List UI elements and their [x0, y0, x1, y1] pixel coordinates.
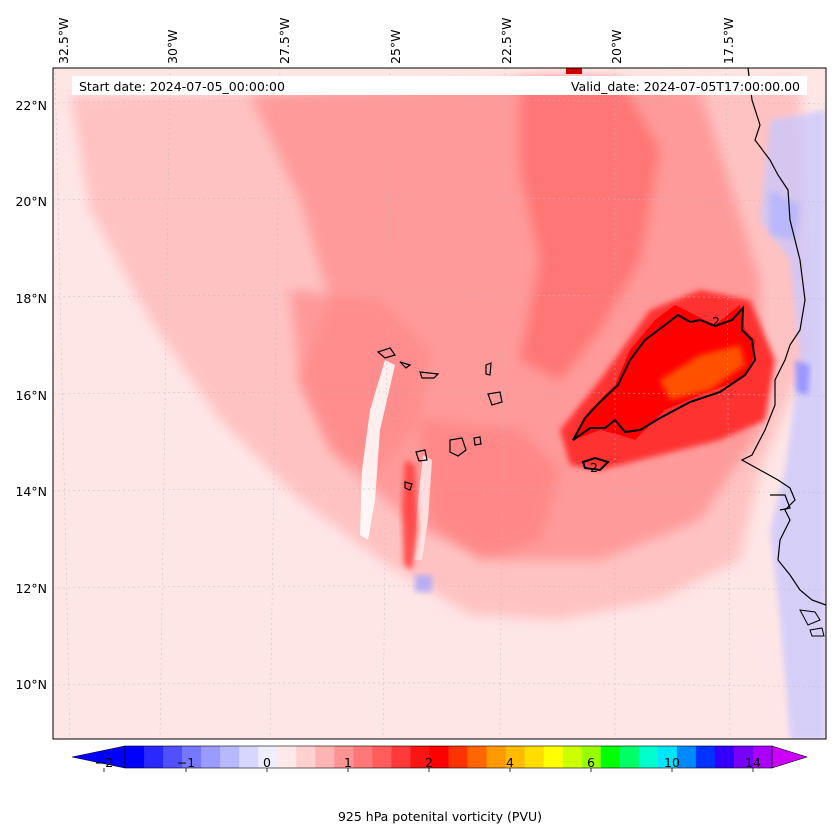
lee-wake-2 [414, 455, 432, 560]
lon-label: 25°W [388, 29, 403, 64]
pv-diagonal-band [520, 80, 660, 380]
negative-pv-coast [760, 110, 826, 739]
colorbar-swatch [239, 746, 259, 768]
colorbar-swatch [277, 746, 297, 768]
pv-core-hot [660, 345, 745, 400]
colorbar-swatch [562, 746, 583, 768]
colorbar-swatch [258, 746, 278, 768]
map-border [52, 67, 827, 740]
colorbar-swatch [125, 746, 145, 768]
colorbar-tick-label: −2 [95, 755, 113, 770]
graticule [53, 68, 826, 739]
negative-pv-north [770, 190, 800, 240]
colorbar-tick-label: 6 [587, 755, 595, 770]
colorbar-swatch [353, 746, 373, 768]
lat-label: 20°N [15, 194, 47, 209]
colorbar-swatch [391, 746, 411, 768]
lat-label: 12°N [15, 581, 47, 596]
colorbar-tick-label: 14 [745, 755, 761, 770]
contour-label: 2 [712, 314, 720, 329]
lon-label: 17.5°W [721, 18, 736, 64]
colorbar-tick-label: 0 [263, 755, 271, 770]
colorbar-swatch [144, 746, 164, 768]
lon-label: 20°W [609, 29, 624, 64]
colorbar-swatch [201, 746, 221, 768]
colorbar-tick-label: 1 [344, 755, 352, 770]
colorbar-swatch [676, 746, 697, 768]
colorbar-swatch [657, 746, 678, 768]
colorbar-swatch [714, 746, 735, 768]
cape-verde-islands [376, 347, 503, 491]
colorbar-swatch [296, 746, 316, 768]
date-info-box [72, 76, 807, 95]
colorbar-tick-label: 2 [425, 755, 433, 770]
longitude-labels: 32.5°W 30°W 27.5°W 25°W 22.5°W 20°W 17.5… [56, 18, 736, 64]
lat-label: 14°N [15, 484, 47, 499]
colorbar-swatch [524, 746, 545, 768]
colorbar-swatch [733, 746, 754, 768]
colorbar-swatch [543, 746, 564, 768]
lon-label: 22.5°W [499, 18, 514, 64]
lat-label: 18°N [15, 291, 47, 306]
negative-pv-south [415, 575, 432, 592]
colorbar-swatch [695, 746, 716, 768]
lee-wake-1 [360, 360, 395, 540]
colorbar-swatch [581, 746, 602, 768]
colorbar-over-arrow [771, 745, 809, 769]
colorbar-swatch [372, 746, 392, 768]
contour-2-outline [572, 305, 757, 441]
colorbar-swatch [220, 746, 240, 768]
lat-label: 16°N [15, 388, 47, 403]
lon-label: 32.5°W [56, 18, 71, 64]
colorbar-swatch [410, 746, 430, 768]
contour-label: 2 [590, 460, 598, 475]
lee-wake-red [402, 460, 418, 570]
africa-coastline [740, 68, 826, 606]
colorbar-tick-label: −1 [177, 755, 195, 770]
colorbar-border [124, 745, 773, 769]
colorbar-swatch [505, 746, 526, 768]
colorbar-swatch [638, 746, 659, 768]
start-date-label: Start date: 2024-07-05_00:00:00 [79, 79, 285, 94]
colorbar-swatch [163, 746, 183, 768]
colorbar-swatch [334, 746, 354, 768]
colorbar-swatch [467, 746, 488, 768]
colorbar-swatch [752, 746, 773, 768]
colorbar-swatch [429, 746, 449, 768]
colorbar-tick-labels: −2 −1 0 1 2 4 6 10 14 [95, 755, 761, 770]
lon-label: 30°W [165, 29, 180, 64]
map-panel: 2 2 [53, 68, 826, 739]
colorbar-swatch [448, 746, 469, 768]
colorbar-swatch [315, 746, 335, 768]
negative-pv-mid [795, 360, 810, 395]
valid-date-label: Valid_date: 2024-07-05T17:00:00.00 [571, 79, 800, 94]
colorbar-tick-label: 10 [664, 755, 680, 770]
pv-core [573, 305, 755, 440]
colorbar-title: 925 hPa potenital vorticity (PVU) [338, 809, 542, 824]
edge-feature [566, 68, 582, 74]
contour-2-small [581, 456, 610, 472]
pv-western-band [290, 290, 430, 470]
lat-label: 10°N [15, 677, 47, 692]
colorbar-swatch [619, 746, 640, 768]
lon-label: 27.5°W [277, 18, 292, 64]
colorbar-swatch [600, 746, 621, 768]
gambia-coast [770, 494, 791, 511]
guinea-islands [799, 609, 825, 637]
colorbar-swatch [182, 746, 202, 768]
lat-label: 22°N [15, 98, 47, 113]
colorbar-swatch [486, 746, 507, 768]
colorbar-tick-label: 4 [506, 755, 514, 770]
latitude-labels: 22°N 20°N 18°N 16°N 14°N 12°N 10°N [15, 98, 47, 692]
colorbar [71, 745, 809, 772]
